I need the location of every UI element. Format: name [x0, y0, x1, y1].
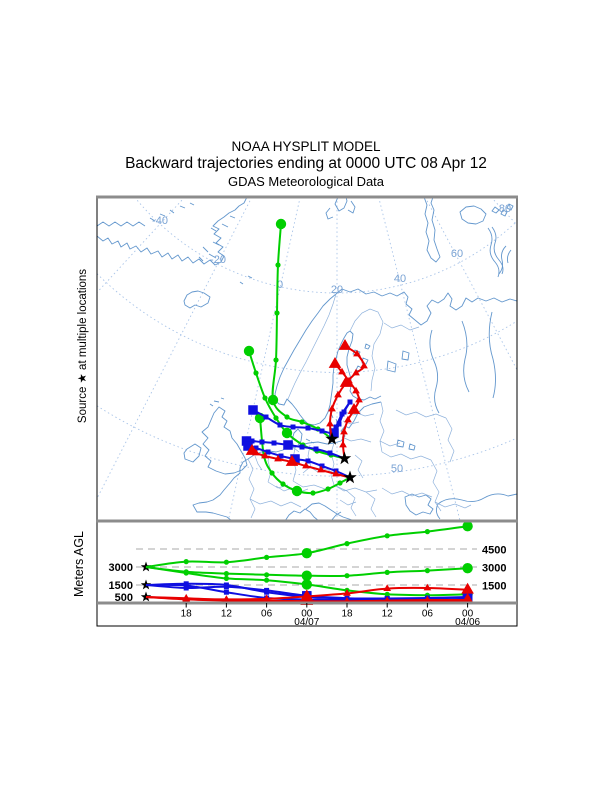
- map-coastlines: [97, 197, 517, 521]
- graticule-label: -40: [152, 215, 168, 227]
- graticule-label: 60: [451, 248, 463, 260]
- time-tick-label: 00: [301, 609, 313, 620]
- model-title: NOAA HYSPLIT MODEL: [231, 139, 381, 154]
- graticule-label: 20: [331, 284, 343, 296]
- source-location-star: [325, 432, 339, 445]
- trajectory-500m-b: [328, 357, 363, 459]
- graticule-label: 80: [499, 203, 511, 215]
- source-location-star: [337, 451, 352, 465]
- time-tick-label: 18: [181, 609, 193, 620]
- start-height-label: 1500: [109, 580, 133, 592]
- plot-frame: [96, 195, 518, 627]
- graticule-labels: -40 -20 0 20 40 60 80 50: [152, 203, 511, 475]
- source-location-star: [343, 470, 357, 484]
- height-scale-label-right: 4500: [482, 545, 506, 557]
- time-tick-label: 06: [261, 609, 273, 620]
- date-label: 04/07: [294, 617, 319, 628]
- height-series-traj-3000m-b: [145, 563, 473, 581]
- time-tick-label: 00: [462, 609, 474, 620]
- trajectory-1500m-c: [243, 441, 351, 479]
- country-borders: [247, 293, 472, 519]
- height-scale-label-right: 3000: [482, 563, 506, 575]
- graticule-label: 50: [391, 463, 403, 475]
- time-tick-label: 06: [422, 609, 434, 620]
- graticule-label: -20: [210, 254, 226, 266]
- date-label: 04/06: [455, 617, 480, 628]
- height-series-traj-3000m-a: [145, 521, 473, 568]
- source-star-markers: [325, 432, 357, 484]
- trajectory-1500m-a: [248, 399, 353, 440]
- trajectory-3000m-a: [267, 218, 333, 440]
- graticule-label: 40: [394, 273, 406, 285]
- trajectory-500m-c: [245, 444, 351, 479]
- time-tick-label: 18: [341, 609, 353, 620]
- height-scale-label-right: 1500: [482, 581, 506, 593]
- time-tick-label: 12: [221, 609, 233, 620]
- start-height-label: 500: [115, 592, 133, 604]
- trajectory-1500m-b: [241, 436, 345, 460]
- map-graticule: [97, 197, 517, 521]
- time-tick-label: 12: [382, 609, 394, 620]
- met-data-subtitle: GDAS Meteorological Data: [227, 174, 385, 189]
- start-height-star: [140, 591, 152, 602]
- graticule-label: 0: [277, 279, 283, 291]
- map-trajectories: [241, 218, 368, 497]
- plot-title: Backward trajectories ending at 0000 UTC…: [125, 155, 487, 172]
- start-height-label: 3000: [109, 562, 133, 574]
